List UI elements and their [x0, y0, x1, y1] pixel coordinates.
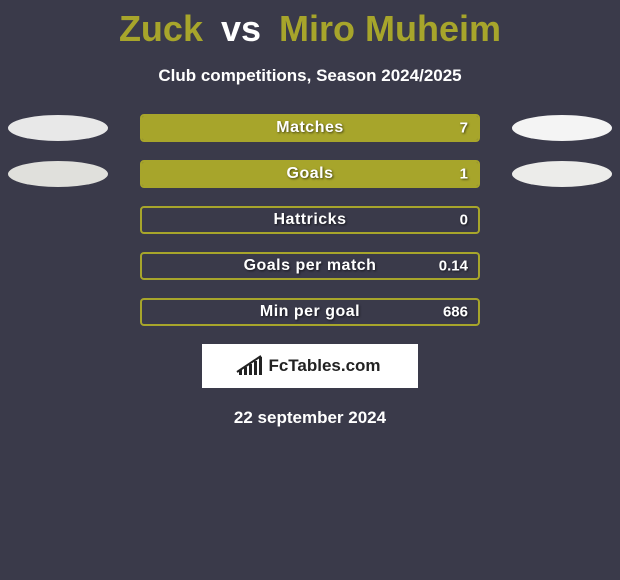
stat-row: Goals1 [0, 160, 620, 188]
player2-ellipse [512, 161, 612, 187]
stat-bar: Goals1 [140, 160, 480, 188]
stat-label: Goals [142, 165, 478, 183]
stat-label: Hattricks [142, 211, 478, 229]
snapshot-date: 22 september 2024 [0, 408, 620, 428]
stat-bar: Matches7 [140, 114, 480, 142]
player1-ellipse [8, 115, 108, 141]
stat-value: 7 [460, 120, 468, 137]
stat-label: Matches [142, 119, 478, 137]
stat-row: Goals per match0.14 [0, 252, 620, 280]
player2-ellipse [512, 115, 612, 141]
stat-row: Hattricks0 [0, 206, 620, 234]
fctables-logo: FcTables.com [202, 344, 418, 388]
stat-value: 686 [443, 304, 468, 321]
comparison-title: Zuck vs Miro Muheim [0, 0, 620, 52]
player2-name: Miro Muheim [279, 8, 501, 49]
player1-ellipse [8, 161, 108, 187]
stat-row: Min per goal686 [0, 298, 620, 326]
player1-name: Zuck [119, 8, 203, 49]
logo-text: FcTables.com [268, 356, 380, 376]
season-subtitle: Club competitions, Season 2024/2025 [0, 66, 620, 86]
stat-bar: Goals per match0.14 [140, 252, 480, 280]
stat-row: Matches7 [0, 114, 620, 142]
stat-bar: Min per goal686 [140, 298, 480, 326]
stat-label: Min per goal [142, 303, 478, 321]
stat-value: 1 [460, 166, 468, 183]
stat-value: 0 [460, 212, 468, 229]
stat-value: 0.14 [439, 258, 468, 275]
stat-label: Goals per match [142, 257, 478, 275]
stat-bar: Hattricks0 [140, 206, 480, 234]
vs-label: vs [221, 8, 261, 49]
stat-rows: Matches7Goals1Hattricks0Goals per match0… [0, 114, 620, 326]
logo-bars-icon [239, 357, 262, 375]
